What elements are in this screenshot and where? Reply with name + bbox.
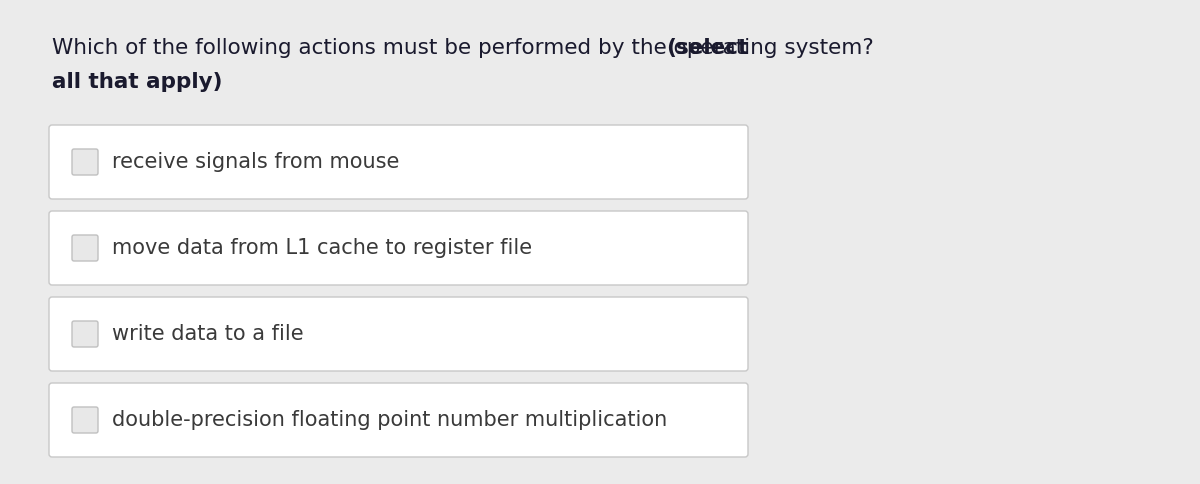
- FancyBboxPatch shape: [72, 149, 98, 175]
- FancyBboxPatch shape: [72, 235, 98, 261]
- Text: (select: (select: [666, 38, 749, 58]
- Text: write data to a file: write data to a file: [112, 324, 304, 344]
- FancyBboxPatch shape: [49, 297, 748, 371]
- Text: all that apply): all that apply): [52, 72, 222, 92]
- FancyBboxPatch shape: [72, 321, 98, 347]
- Text: Which of the following actions must be performed by the operating system?: Which of the following actions must be p…: [52, 38, 881, 58]
- Text: move data from L1 cache to register file: move data from L1 cache to register file: [112, 238, 532, 258]
- FancyBboxPatch shape: [49, 211, 748, 285]
- Text: double-precision floating point number multiplication: double-precision floating point number m…: [112, 410, 667, 430]
- FancyBboxPatch shape: [49, 125, 748, 199]
- Text: receive signals from mouse: receive signals from mouse: [112, 152, 400, 172]
- FancyBboxPatch shape: [72, 407, 98, 433]
- FancyBboxPatch shape: [49, 383, 748, 457]
